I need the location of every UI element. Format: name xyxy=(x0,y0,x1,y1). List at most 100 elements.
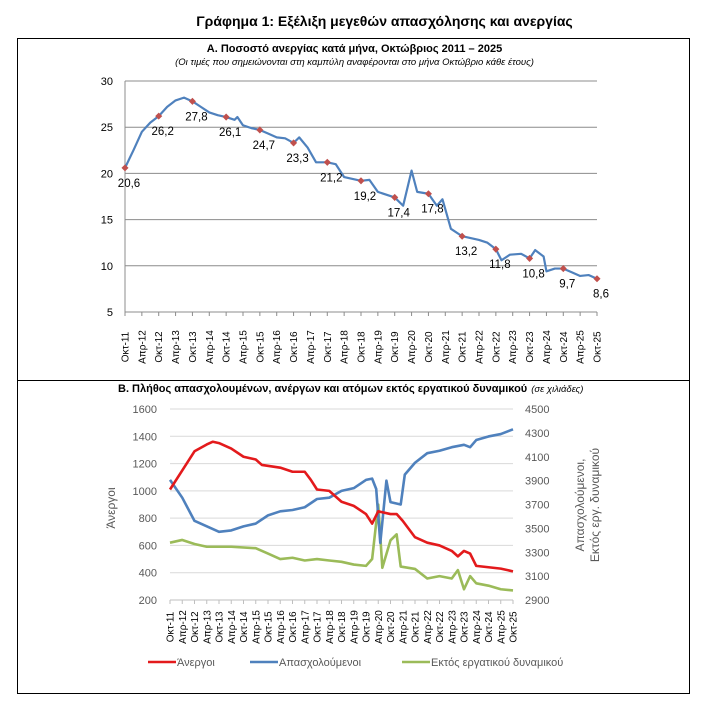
x-tick-label: Απρ-20 xyxy=(407,330,418,364)
data-label: 21,2 xyxy=(320,172,342,184)
x-tick-label: Απρ-15 xyxy=(239,330,250,364)
x-tick-label: Απρ-23 xyxy=(447,610,458,644)
x-tick-label: Οκτ-18 xyxy=(337,611,348,643)
october-marker xyxy=(357,177,365,185)
left-y-tick-label: 1600 xyxy=(133,404,157,416)
x-tick-label: Οκτ-22 xyxy=(491,331,502,363)
data-label: 9,7 xyxy=(559,279,575,291)
x-tick-label: Οκτ-21 xyxy=(458,331,469,363)
x-tick-label: Οκτ-20 xyxy=(386,611,397,643)
data-label: 13,2 xyxy=(455,246,477,258)
x-tick-label: Οκτ-12 xyxy=(154,331,165,363)
x-tick-label: Απρ-21 xyxy=(441,330,452,364)
x-tick-label: Οκτ-16 xyxy=(288,611,299,643)
x-tick-label: Απρ-17 xyxy=(300,610,311,644)
x-tick-label: Οκτ-23 xyxy=(460,611,471,643)
left-y-tick-label: 400 xyxy=(139,568,157,580)
x-tick-label: Οκτ-18 xyxy=(357,331,368,363)
chart-b-title: Β. Πλήθος απασχολουμένων, ανέργων και ατ… xyxy=(118,383,528,395)
october-marker xyxy=(290,139,298,147)
october-marker xyxy=(155,112,163,120)
chart-b-unit-note: (σε χιλιάδες) xyxy=(531,384,584,395)
x-tick-label: Οκτ-16 xyxy=(289,331,300,363)
right-y-tick-label: 4500 xyxy=(525,404,549,416)
x-tick-label: Απρ-24 xyxy=(542,330,553,364)
legend-label: Εκτός εργατικού δυναμικού xyxy=(431,657,563,669)
x-tick-label: Οκτ-13 xyxy=(188,331,199,363)
data-label: 26,2 xyxy=(152,126,174,138)
october-marker xyxy=(559,265,567,273)
right-y-tick-label: 4100 xyxy=(525,452,549,464)
left-y-tick-label: 1000 xyxy=(133,486,157,498)
x-tick-label: Οκτ-25 xyxy=(509,611,520,643)
x-tick-label: Απρ-18 xyxy=(325,610,336,644)
x-tick-label: Απρ-14 xyxy=(205,330,216,364)
x-tick-label: Απρ-25 xyxy=(576,330,587,364)
right-y-tick-label: 3900 xyxy=(525,476,549,488)
y-tick-label: 5 xyxy=(107,307,113,319)
x-tick-label: Απρ-22 xyxy=(423,610,434,644)
data-label: 17,8 xyxy=(421,204,443,216)
legend-label: Απασχολούμενοι xyxy=(279,657,362,669)
data-label: 23,3 xyxy=(286,153,308,165)
y-tick-label: 25 xyxy=(101,122,113,134)
x-tick-label: Απρ-14 xyxy=(227,610,238,644)
x-tick-label: Απρ-19 xyxy=(349,610,360,644)
x-tick-label: Απρ-13 xyxy=(171,330,182,364)
x-tick-label: Οκτ-11 xyxy=(166,611,177,642)
x-tick-label: Οκτ-13 xyxy=(215,611,226,643)
x-tick-label: Απρ-12 xyxy=(178,610,189,644)
left-y-tick-label: 1200 xyxy=(133,459,157,471)
october-marker xyxy=(593,275,601,283)
x-tick-label: Οκτ-12 xyxy=(190,611,201,643)
october-marker xyxy=(121,164,129,172)
data-label: 8,6 xyxy=(593,289,609,301)
x-tick-label: Απρ-25 xyxy=(496,610,507,644)
x-tick-label: Απρ-16 xyxy=(272,330,283,364)
x-tick-label: Οκτ-24 xyxy=(559,331,570,363)
y-tick-label: 30 xyxy=(101,76,113,88)
x-tick-label: Απρ-22 xyxy=(475,330,486,364)
x-tick-label: Οκτ-15 xyxy=(255,331,266,363)
october-marker xyxy=(526,254,534,262)
x-tick-label: Απρ-19 xyxy=(373,330,384,364)
x-tick-label: Οκτ-14 xyxy=(222,331,233,363)
right-y-tick-label: 4300 xyxy=(525,428,549,440)
october-marker xyxy=(424,190,432,198)
y-tick-label: 10 xyxy=(101,261,113,273)
data-label: 24,7 xyxy=(253,140,275,152)
data-label: 20,6 xyxy=(118,178,140,190)
x-tick-label: Οκτ-24 xyxy=(484,611,495,643)
october-marker xyxy=(458,232,466,240)
left-y-tick-label: 800 xyxy=(139,513,157,525)
x-tick-label: Απρ-24 xyxy=(472,610,483,644)
x-tick-label: Απρ-12 xyxy=(137,330,148,364)
x-tick-label: Οκτ-22 xyxy=(435,611,446,643)
october-marker xyxy=(323,158,331,166)
x-tick-label: Απρ-13 xyxy=(202,610,213,644)
x-tick-label: Οκτ-17 xyxy=(313,611,324,643)
x-tick-label: Απρ-16 xyxy=(276,610,287,644)
data-label: 26,1 xyxy=(219,127,241,139)
x-tick-label: Απρ-17 xyxy=(306,330,317,364)
y-tick-label: 20 xyxy=(101,168,113,180)
right-axis-title-line2: Εκτός εργ. δυναμικού xyxy=(588,448,602,562)
x-tick-label: Απρ-15 xyxy=(251,610,262,644)
series-line-inactive xyxy=(169,503,514,592)
x-tick-label: Οκτ-15 xyxy=(264,611,275,643)
right-axis-title-line1: Απασχολούμενοι, xyxy=(573,459,587,552)
x-tick-label: Οκτ-20 xyxy=(424,331,435,363)
october-marker xyxy=(256,126,264,134)
panel-b-frame xyxy=(17,380,690,694)
right-y-tick-label: 3700 xyxy=(525,500,549,512)
x-tick-label: Οκτ-21 xyxy=(411,611,422,643)
x-tick-label: Οκτ-17 xyxy=(323,331,334,363)
x-tick-label: Οκτ-23 xyxy=(525,331,536,363)
left-y-tick-label: 200 xyxy=(139,595,157,607)
legend-label: Άνεργοι xyxy=(177,657,215,669)
chart-b-title-wrap: Β. Πλήθος απασχολουμένων, ανέργων και ατ… xyxy=(118,383,583,395)
x-tick-label: Απρ-18 xyxy=(340,330,351,364)
x-tick-label: Οκτ-11 xyxy=(121,331,132,362)
right-y-tick-label: 3100 xyxy=(525,571,549,583)
